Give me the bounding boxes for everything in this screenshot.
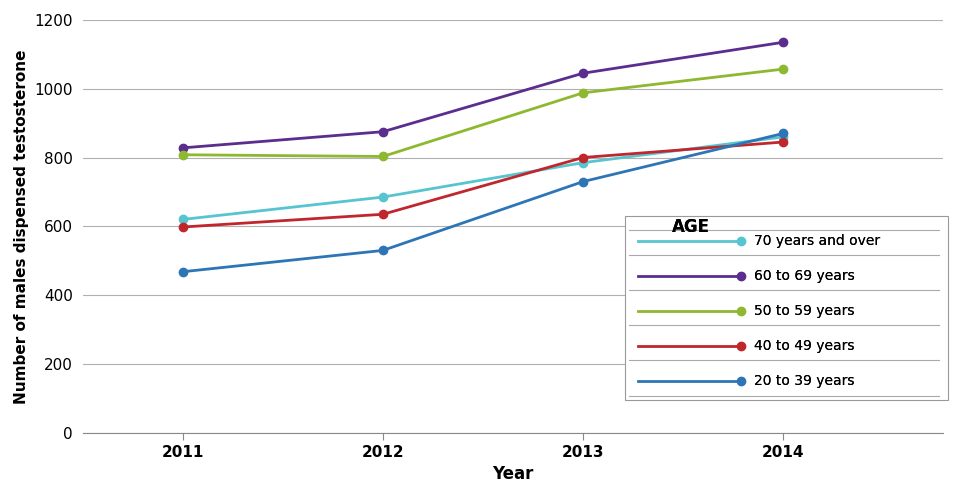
20 to 39 years: [377, 248, 388, 253]
Text: 50 to 59 years: 50 to 59 years: [754, 304, 854, 318]
70 years and over: [177, 217, 188, 223]
Line: 40 to 49 years: 40 to 49 years: [179, 138, 787, 231]
70 years and over: [578, 160, 589, 166]
Text: AGE: AGE: [673, 218, 710, 236]
Text: 20 to 39 years: 20 to 39 years: [754, 374, 854, 388]
20 to 39 years: [777, 130, 789, 136]
Line: 70 years and over: 70 years and over: [179, 133, 787, 224]
70 years and over: [377, 194, 388, 200]
FancyBboxPatch shape: [625, 216, 948, 400]
50 to 59 years: [578, 90, 589, 96]
50 to 59 years: [777, 66, 789, 72]
40 to 49 years: [177, 224, 188, 230]
Text: 60 to 69 years: 60 to 69 years: [754, 269, 854, 283]
50 to 59 years: [377, 154, 388, 160]
60 to 69 years: [377, 129, 388, 135]
40 to 49 years: [777, 139, 789, 145]
Y-axis label: Number of males dispensed testosterone: Number of males dispensed testosterone: [13, 49, 29, 404]
60 to 69 years: [578, 70, 589, 76]
Text: 20 to 39 years: 20 to 39 years: [754, 374, 854, 388]
40 to 49 years: [377, 211, 388, 217]
20 to 39 years: [578, 178, 589, 184]
20 to 39 years: [177, 269, 188, 275]
40 to 49 years: [578, 155, 589, 161]
70 years and over: [777, 134, 789, 140]
60 to 69 years: [177, 145, 188, 151]
Text: 40 to 49 years: 40 to 49 years: [754, 339, 854, 353]
X-axis label: Year: Year: [492, 465, 533, 483]
50 to 59 years: [177, 152, 188, 158]
Line: 50 to 59 years: 50 to 59 years: [179, 65, 787, 161]
Text: 50 to 59 years: 50 to 59 years: [754, 304, 854, 318]
Line: 60 to 69 years: 60 to 69 years: [179, 38, 787, 152]
Text: 70 years and over: 70 years and over: [754, 234, 880, 248]
Text: 40 to 49 years: 40 to 49 years: [754, 339, 854, 353]
60 to 69 years: [777, 39, 789, 45]
Text: AGE: AGE: [673, 218, 710, 236]
Line: 20 to 39 years: 20 to 39 years: [179, 129, 787, 276]
Text: 60 to 69 years: 60 to 69 years: [754, 269, 854, 283]
Text: 70 years and over: 70 years and over: [754, 234, 880, 248]
